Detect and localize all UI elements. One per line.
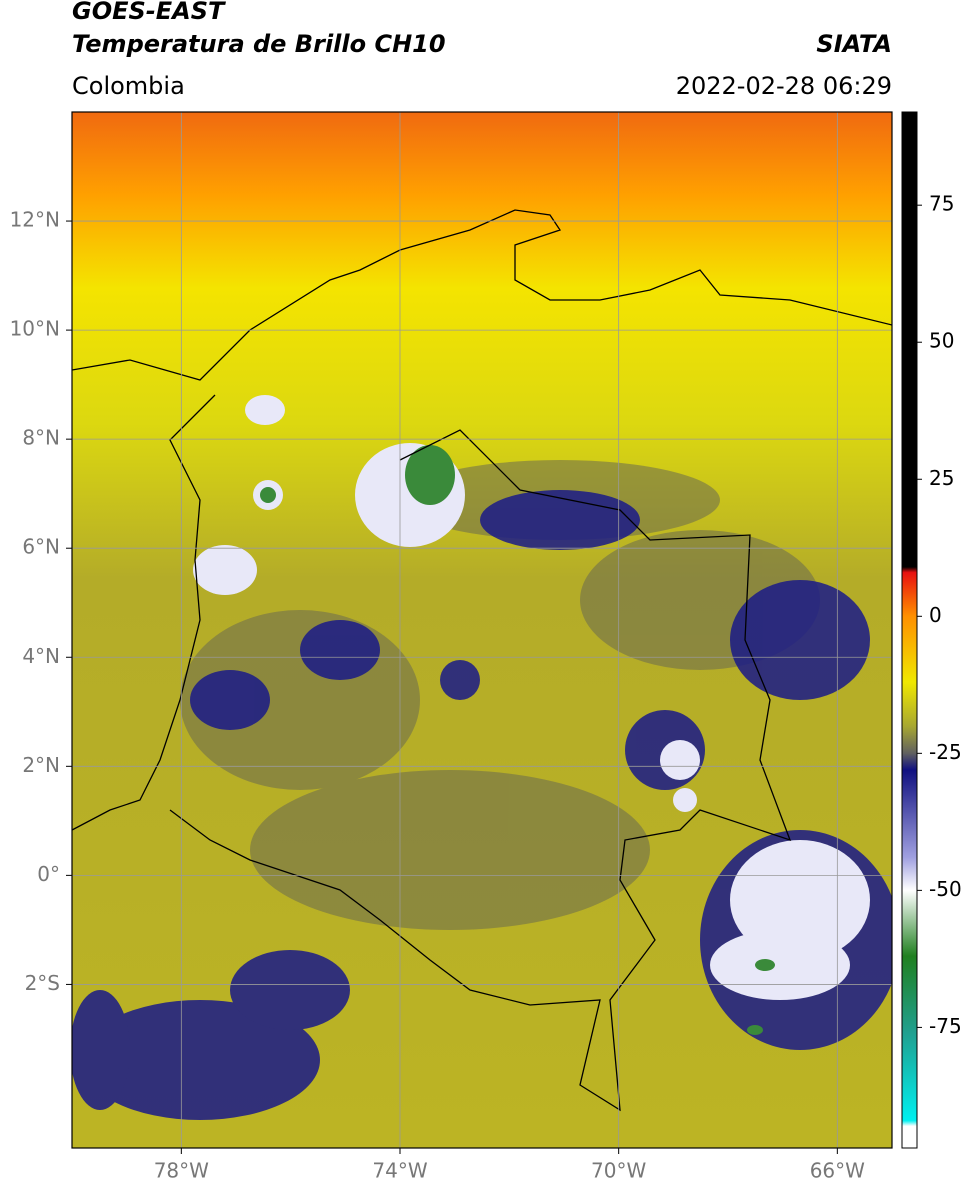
y-tick-label: 0°	[37, 862, 60, 886]
timestamp: 2022-02-28 06:29	[676, 72, 892, 100]
map-frame	[71, 111, 893, 1149]
y-tick-label: 12°N	[10, 208, 60, 232]
colorbar-fill	[901, 111, 918, 1149]
borders	[72, 209, 892, 1112]
y-tick-label: 2°S	[25, 971, 60, 995]
region: Colombia	[72, 72, 185, 100]
x-tick-label: 74°W	[372, 1159, 427, 1183]
x-tick-label: 66°W	[810, 1159, 865, 1183]
colorbar-label: -75	[929, 1014, 962, 1038]
title: GOES-EAST	[72, 0, 226, 25]
colorbar-label: 0	[929, 603, 942, 627]
x-tick-label: 70°W	[591, 1159, 646, 1183]
map-image	[72, 112, 892, 1148]
colorbar: 75 50 25 0 -25 -50 -75	[901, 111, 962, 1149]
source: SIATA	[816, 30, 892, 58]
subtitle: Temperatura de Brillo CH10	[72, 30, 446, 58]
y-tick-label: 8°N	[22, 426, 60, 450]
y-tick-label: 4°N	[22, 644, 60, 668]
y-tick-label: 10°N	[10, 317, 60, 341]
colorbar-label: -50	[929, 877, 962, 901]
y-tick-label: 6°N	[22, 535, 60, 559]
colorbar-label: 50	[929, 329, 954, 353]
colorbar-label: -25	[929, 740, 962, 764]
coldest-tops	[260, 445, 775, 1035]
colorbar-label: 25	[929, 466, 954, 490]
colorbar-label: 75	[929, 192, 954, 216]
y-tick-label: 2°N	[22, 753, 60, 777]
x-tick-label: 78°W	[154, 1159, 209, 1183]
grid	[72, 112, 892, 1148]
